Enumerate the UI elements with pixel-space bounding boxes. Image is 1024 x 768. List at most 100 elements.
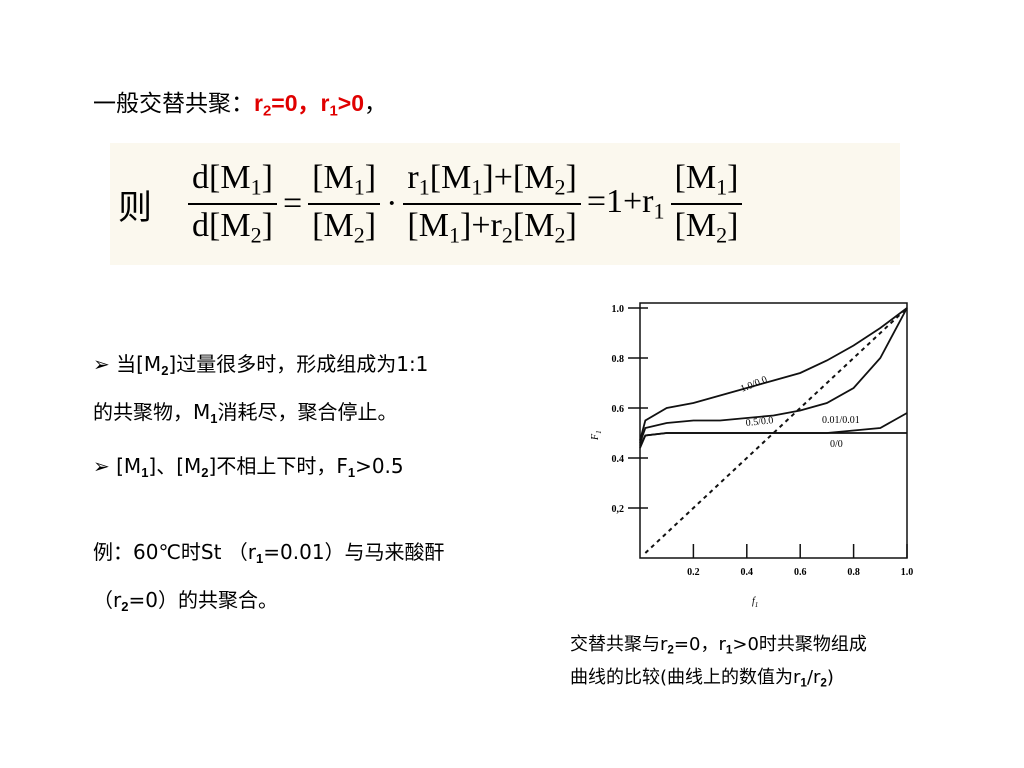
text-run: ]不相上下时，F: [208, 454, 348, 478]
text-run: >0: [337, 90, 364, 116]
fraction: d[M1] d[M2]: [188, 159, 277, 248]
curve-label: 1.0/0.0: [739, 374, 769, 395]
text-run: [M: [512, 207, 555, 244]
equation: 则 d[M1] d[M2] = [M1] [M2] · r1[M1]+[M2] [M1…: [110, 143, 900, 265]
text-run: ]: [565, 207, 577, 244]
heading-lead: 一般交替共聚：: [93, 91, 254, 117]
subscript: 1: [347, 464, 356, 480]
text-line: ➢ [M1]、[M2]不相上下时，F1>0.5: [93, 442, 404, 490]
text-run: d[M: [192, 159, 251, 197]
text-run: ]+[M: [482, 159, 555, 197]
x-tick-label: 0.4: [741, 567, 754, 578]
numerator: d[M1]: [188, 159, 277, 205]
text-line: 的共聚物，M1消耗尽，聚合停止。: [93, 388, 428, 436]
y-tick-label: 0,2: [612, 504, 625, 515]
text-run: r: [254, 90, 263, 116]
text-line: 例：60℃时St （r1=0.01）与马来酸酐: [93, 528, 445, 576]
text-run: r: [407, 159, 419, 197]
subscript: 2: [161, 362, 169, 378]
text-run: 的共聚物，M: [93, 400, 211, 424]
text-run: >0时共聚物组成: [732, 634, 867, 655]
subscript: 2: [667, 643, 674, 657]
heading-highlight: r2=0，r1>0: [254, 90, 364, 120]
curve-label: 0/0: [830, 439, 843, 450]
bullet: ➢ 当[M2]过量很多时，形成组成为1:1 的共聚物，M1消耗尽，聚合停止。: [93, 340, 428, 436]
subscript: 2: [501, 222, 513, 248]
text-run: d[M: [192, 207, 251, 244]
x-tick-label: 0.2: [687, 567, 700, 578]
subscript: 1: [210, 410, 218, 426]
text-run: =1+r: [586, 183, 654, 221]
axis-label: f1: [752, 596, 758, 609]
y-tick-label: 0.4: [612, 454, 625, 465]
text-run: F: [590, 433, 601, 441]
subscript: 1: [725, 643, 733, 657]
text-run: /r: [806, 667, 821, 688]
subscript: 1: [448, 222, 460, 248]
text-run: ]: [364, 207, 377, 244]
text-run: ]、[M: [148, 454, 202, 478]
x-tick-label: 0.8: [847, 567, 860, 578]
curve-label: 0.01/0.01: [822, 415, 860, 426]
text-run: [M: [312, 159, 354, 197]
subscript: 1: [256, 550, 264, 566]
text-line: （r2=0）的共聚合。: [93, 576, 445, 624]
y-tick-label: 1.0: [612, 304, 625, 315]
subscript: 1: [595, 430, 603, 434]
text-run: ]: [565, 159, 577, 197]
heading: 一般交替共聚：r2=0，r1>0，: [93, 84, 387, 119]
fraction: [M1] [M2]: [308, 159, 381, 249]
subscript: 1: [329, 102, 338, 120]
denominator: [M2]: [671, 205, 743, 249]
text-line: 曲线的比较(曲线上的数值为r1/r2): [570, 661, 867, 694]
text-run: （r: [93, 588, 122, 612]
text-run: ]+r: [460, 207, 502, 244]
subscript: 1: [141, 464, 149, 480]
text-run: >0.5: [355, 454, 404, 478]
text-run: 当[M: [116, 352, 162, 376]
text-run: =0.01）与马来酸酐: [263, 540, 445, 564]
plot-frame: [639, 302, 908, 559]
text-run: 曲线的比较(曲线上的数值为r: [570, 667, 801, 688]
text-run: ]: [727, 159, 739, 197]
numerator: r1[M1]+[M2]: [403, 159, 581, 205]
text-run: [M: [674, 159, 717, 197]
fraction: [M1] [M2]: [670, 159, 743, 249]
y-tick-label: 0.6: [612, 404, 625, 415]
subscript: 1: [250, 175, 262, 200]
fraction: r1[M1]+[M2] [M1]+r2[M2]: [403, 159, 581, 249]
subscript: 1: [716, 175, 728, 200]
x-tick-label: 0.6: [794, 567, 807, 578]
subscript: 1: [418, 175, 430, 200]
text-run: =0，r: [271, 90, 330, 116]
denominator: [M1]+r2[M2]: [403, 205, 580, 249]
subscript: 1: [755, 601, 759, 609]
bullet-marker: ➢: [93, 454, 117, 478]
text-run: [M: [116, 454, 142, 478]
curve: [639, 432, 907, 446]
text-run: [M: [407, 207, 449, 244]
text-run: [M: [312, 207, 354, 244]
text-run: ]: [261, 207, 273, 244]
subscript: 2: [262, 102, 272, 120]
text-run: ): [826, 667, 834, 688]
example: 例：60℃时St （r1=0.01）与马来酸酐 （r2=0）的共聚合。: [93, 528, 445, 624]
x-tick-label: 1.0: [901, 567, 914, 578]
denominator: [M2]: [308, 205, 380, 249]
curve: [639, 307, 908, 444]
text-run: ]过量很多时，形成组成为1:1: [168, 352, 429, 376]
subscript: 2: [121, 598, 129, 614]
text-line: 交替共聚与r2=0，r1>0时共聚物组成: [570, 628, 867, 661]
bullet: ➢ [M1]、[M2]不相上下时，F1>0.5: [93, 442, 404, 490]
text-run: 交替共聚与r: [570, 634, 668, 655]
subscript: 2: [554, 175, 566, 200]
subscript: 1: [653, 198, 665, 224]
text-run: [M: [429, 159, 472, 197]
text-run: f: [752, 596, 756, 607]
subscript: 2: [201, 464, 209, 480]
text-run: 例：60℃时St （r: [93, 540, 257, 564]
curve: [639, 307, 908, 441]
subscript: 2: [250, 222, 262, 248]
equation-prefix: 则: [118, 189, 152, 227]
subscript: 2: [554, 222, 566, 248]
